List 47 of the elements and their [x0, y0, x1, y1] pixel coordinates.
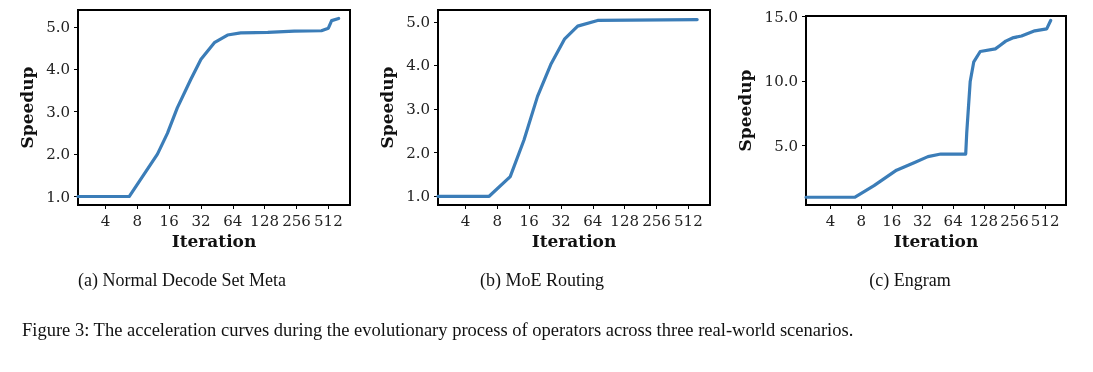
x-tick-label: 16: [882, 211, 902, 230]
x-tick-label: 64: [223, 211, 243, 230]
y-tick-label: 2.0: [46, 145, 70, 164]
x-tick-label: 64: [943, 211, 963, 230]
x-axis-title: Iteration: [171, 231, 257, 252]
x-tick-label: 32: [191, 211, 211, 230]
x-tick-label: 512: [314, 211, 343, 230]
y-axis-title: Speedup: [376, 66, 397, 149]
x-tick-label: 256: [282, 211, 311, 230]
x-tick-label: 256: [1000, 211, 1029, 230]
x-tick-label: 128: [969, 211, 999, 230]
y-tick-label: 1.0: [406, 187, 430, 206]
x-tick-label: 4: [100, 211, 111, 230]
y-tick-label: 3.0: [46, 102, 70, 121]
x-tick-label: 4: [825, 211, 836, 230]
y-tick-label: 1.0: [46, 187, 70, 206]
y-axis-title: Speedup: [16, 66, 37, 149]
x-tick-label: 8: [492, 211, 503, 230]
y-tick-label: 15.0: [764, 7, 798, 26]
x-tick-label: 32: [551, 211, 571, 230]
y-tick-label: 5.0: [46, 17, 70, 36]
x-tick-label: 4: [460, 211, 471, 230]
text: (c) Engram: [869, 270, 951, 291]
y-tick-label: 5.0: [406, 12, 430, 31]
x-tick-label: 16: [159, 211, 179, 230]
text: (b) MoE Routing: [480, 270, 604, 291]
y-tick-label: 5.0: [774, 136, 798, 155]
x-tick-label: 64: [583, 211, 603, 230]
y-tick-label: 4.0: [46, 60, 70, 79]
caption: Figure 3: The acceleration curves during the evolutionary process of operators across three real-world scenarios.: [22, 319, 855, 342]
x-tick-label: 512: [674, 211, 703, 230]
x-tick-label: 512: [1030, 211, 1060, 230]
x-tick-label: 16: [519, 211, 539, 230]
text: (a) Normal Decode Set Meta: [78, 270, 286, 291]
x-tick-label: 256: [642, 211, 671, 230]
x-axis-title: Iteration: [893, 231, 979, 252]
y-tick-label: 3.0: [406, 100, 430, 119]
y-axis-title: Speedup: [735, 69, 756, 152]
x-tick-label: 8: [132, 211, 143, 230]
x-axis-title: Iteration: [531, 231, 617, 252]
y-tick-label: 2.0: [406, 143, 430, 162]
y-tick-label: 4.0: [406, 56, 430, 75]
x-tick-label: 128: [610, 211, 639, 230]
x-tick-label: 32: [912, 211, 933, 230]
x-tick-label: 128: [250, 211, 279, 230]
x-tick-label: 8: [856, 211, 866, 230]
y-tick-label: 10.0: [764, 72, 798, 91]
